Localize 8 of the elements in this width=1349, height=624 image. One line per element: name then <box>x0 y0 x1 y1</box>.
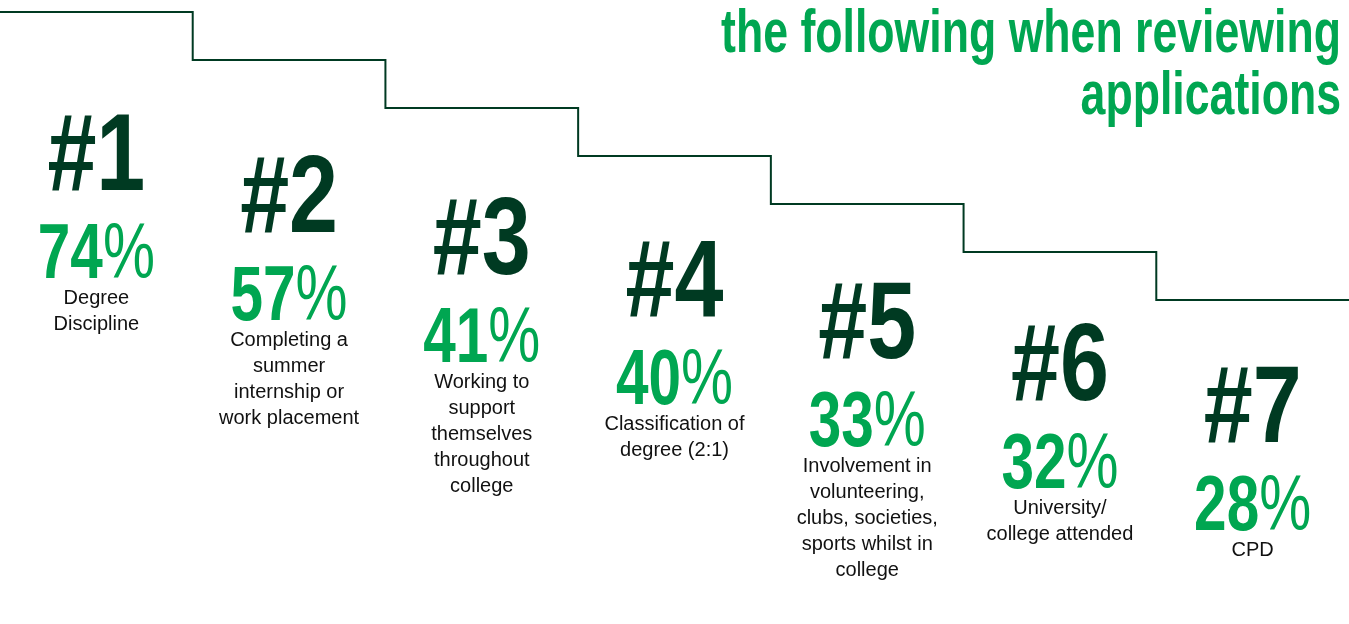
text: #4 <box>625 216 724 340</box>
text: #3 <box>432 174 531 298</box>
text: #1 <box>47 90 146 214</box>
text: the following when reviewing applications <box>721 0 1341 127</box>
text: #5 <box>818 258 917 382</box>
text: #2 <box>240 132 339 256</box>
text: #6 <box>1010 300 1109 424</box>
text: #7 <box>1203 342 1302 466</box>
